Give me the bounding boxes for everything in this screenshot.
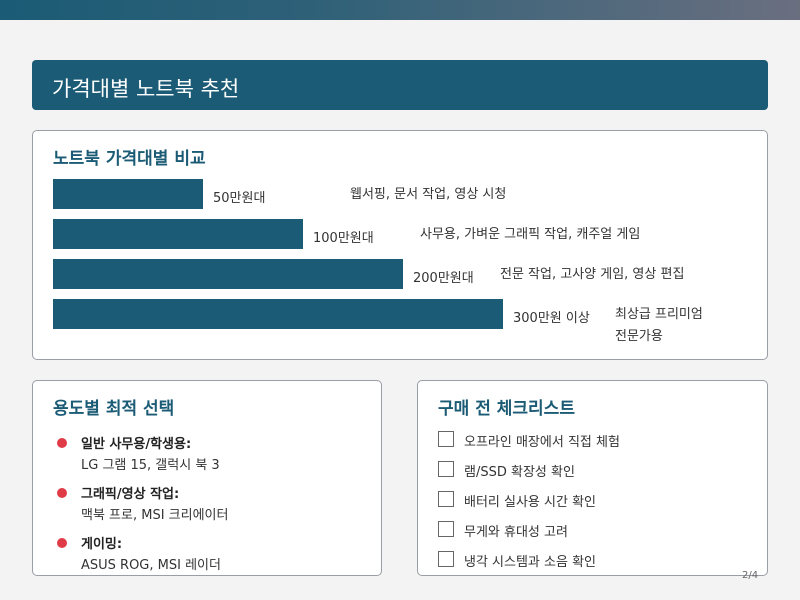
page-title: 가격대별 노트북 추천: [52, 77, 240, 101]
price-bar-50: [53, 179, 203, 209]
price-desc-50: 웹서핑, 문서 작업, 영상 시청: [350, 187, 507, 202]
price-desc-300-line2: 전문가용: [615, 329, 663, 344]
checkbox[interactable]: [438, 551, 454, 567]
price-label-100: 100만원대: [313, 231, 374, 246]
price-bar-100: [53, 219, 303, 249]
checkbox[interactable]: [438, 431, 454, 447]
checklist-label: 램/SSD 확장성 확인: [464, 465, 575, 480]
usage-models: ASUS ROG, MSI 레이더: [81, 558, 221, 573]
price-desc-200: 전문 작업, 고사양 게임, 영상 편집: [500, 267, 685, 282]
price-label-50: 50만원대: [213, 191, 266, 206]
bullet-icon: [57, 488, 67, 498]
purchase-checklist-card: 구매 전 체크리스트 오프라인 매장에서 직접 체험 램/SSD 확장성 확인 …: [417, 380, 768, 576]
price-desc-300-line1: 최상급 프리미엄: [615, 307, 703, 322]
price-bar-300: [53, 299, 503, 329]
checklist-label: 냉각 시스템과 소음 확인: [464, 555, 596, 570]
usage-models: LG 그램 15, 갤럭시 북 3: [81, 458, 220, 473]
price-label-200: 200만원대: [413, 271, 474, 286]
usage-title: 용도별 최적 선택: [53, 399, 175, 419]
price-comparison-card: 노트북 가격대별 비교 50만원대 웹서핑, 문서 작업, 영상 시청 100만…: [32, 130, 768, 360]
top-accent-bar: [0, 0, 800, 20]
usage-heading: 게이밍:: [81, 537, 123, 552]
usage-heading: 그래픽/영상 작업:: [81, 487, 180, 502]
checkbox[interactable]: [438, 491, 454, 507]
page-number: 2/4: [742, 570, 759, 581]
usage-models: 맥북 프로, MSI 크리에이터: [81, 508, 229, 523]
usage-recommendation-card: 용도별 최적 선택 일반 사무용/학생용: LG 그램 15, 갤럭시 북 3 …: [32, 380, 382, 576]
price-label-300: 300만원 이상: [513, 311, 590, 326]
checklist-label: 무게와 휴대성 고려: [464, 525, 568, 540]
bullet-icon: [57, 538, 67, 548]
comparison-title: 노트북 가격대별 비교: [53, 149, 206, 169]
usage-heading: 일반 사무용/학생용:: [81, 437, 192, 452]
checkbox[interactable]: [438, 521, 454, 537]
checklist-title: 구매 전 체크리스트: [438, 399, 575, 419]
checkbox[interactable]: [438, 461, 454, 477]
page-title-bar: 가격대별 노트북 추천: [32, 60, 768, 110]
bullet-icon: [57, 438, 67, 448]
checklist-label: 배터리 실사용 시간 확인: [464, 495, 596, 510]
price-bar-200: [53, 259, 403, 289]
price-desc-100: 사무용, 가벼운 그래픽 작업, 캐주얼 게임: [420, 227, 641, 242]
checklist-label: 오프라인 매장에서 직접 체험: [464, 435, 620, 450]
